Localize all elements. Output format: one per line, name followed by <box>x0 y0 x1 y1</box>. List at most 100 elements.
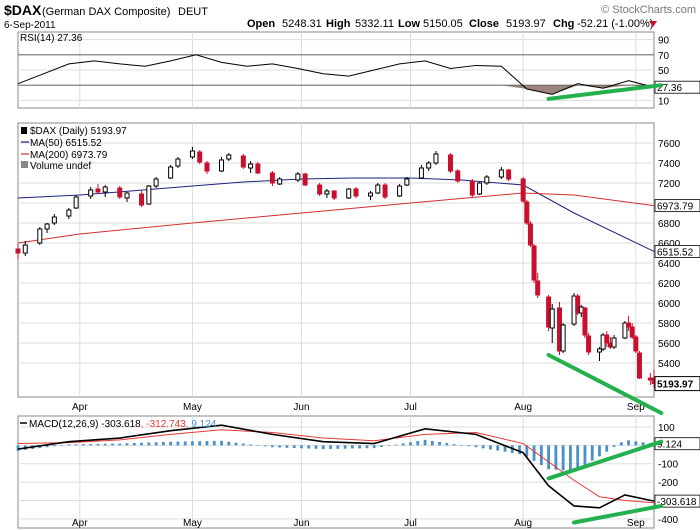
macd-histogram-bar <box>198 441 202 446</box>
candle-body <box>586 335 592 353</box>
candle-body <box>95 188 101 193</box>
macd-histogram-bar <box>489 445 492 450</box>
ma50-last-value: 6515.52 <box>657 247 694 258</box>
rsi-tick-label: 10 <box>658 96 670 107</box>
macd-legend-value: -303.618 <box>101 419 141 430</box>
candle-body <box>506 169 512 180</box>
macd-x-tick-label: Aug <box>514 518 532 529</box>
rsi-legend: RSI(14) 27.36 <box>20 33 83 44</box>
candle-body <box>88 189 94 197</box>
macd-histogram-bar <box>547 445 551 470</box>
macd-histogram-bar <box>329 445 332 449</box>
candle-body <box>240 155 246 168</box>
candle-body <box>549 308 555 329</box>
macd-tick-label: 100 <box>658 423 675 434</box>
macd-last-value: -303.618 <box>657 497 697 508</box>
candle-body <box>66 209 72 217</box>
macd-histogram-bar <box>307 445 311 449</box>
macd-legend: MACD(12,26,9) -303.618, -312.743, 9.124 <box>29 419 217 430</box>
macd-histogram-bar <box>125 443 129 446</box>
candle-body <box>531 245 537 281</box>
volume-legend: Volume undef <box>30 161 91 172</box>
high-label: High <box>326 18 351 30</box>
rsi-tick-label: 70 <box>658 51 670 62</box>
candle-body <box>331 190 337 199</box>
macd-x-tick-label: May <box>183 518 202 529</box>
candle-body <box>226 154 232 160</box>
macd-histogram-bar <box>474 445 478 448</box>
macd-x-tick-label: Apr <box>72 518 88 529</box>
macd-histogram-bar <box>191 441 194 446</box>
price-x-tick-label: Apr <box>72 402 88 413</box>
candle-body <box>498 169 504 178</box>
candle-body <box>277 178 283 185</box>
candle-body <box>469 180 475 196</box>
macd-frame <box>17 415 655 529</box>
macd-histogram-bar <box>249 444 252 446</box>
macd-histogram-bar <box>619 442 623 446</box>
macd-histogram-bar <box>147 442 151 446</box>
high-value: 5332.11 <box>355 18 394 30</box>
macd-histogram-bar <box>343 445 347 449</box>
candle-body <box>317 184 323 195</box>
candle-body <box>295 173 301 181</box>
macd-histogram-bar <box>176 441 180 446</box>
macd-histogram-bar <box>438 441 441 446</box>
rsi-tick-label: 90 <box>658 36 670 47</box>
price-tick-label: 7200 <box>658 179 681 190</box>
macd-histogram-bar <box>605 445 609 452</box>
macd-histogram-bar <box>89 444 93 446</box>
candle-body <box>582 307 588 336</box>
trendline-overlay <box>546 83 664 525</box>
price-trendline <box>546 353 664 415</box>
candle-body <box>353 188 359 197</box>
macd-histogram-bar <box>278 445 282 448</box>
price-panel: 7600740072007000680066006400620060005800… <box>15 122 700 413</box>
macd-histogram-bar <box>583 445 587 465</box>
candle-body <box>404 178 410 186</box>
rsi-line <box>17 54 655 95</box>
candle-body <box>368 192 374 197</box>
candle-body <box>15 248 21 254</box>
macd-histogram-bar <box>271 445 274 448</box>
macd-histogram-bar <box>561 445 565 471</box>
macd-histogram-bar <box>336 445 340 449</box>
macd-histogram-bar <box>634 441 638 446</box>
macd-line <box>17 424 655 509</box>
candle-body <box>447 154 453 172</box>
macd-histogram-bar <box>612 445 616 447</box>
macd-histogram-bar <box>423 439 427 446</box>
macd-histogram-bar <box>52 445 56 447</box>
macd-x-tick-label: Sep <box>627 518 645 529</box>
price-x-tick-label: May <box>183 402 202 413</box>
price-tick-label: 6800 <box>658 219 681 230</box>
close-badge: 5193.97 <box>657 380 694 391</box>
macd-tick-label: -100 <box>658 460 678 471</box>
price-x-tick-label: Jun <box>293 402 309 413</box>
macd-signal-line <box>17 429 655 504</box>
macd-histogram-bar <box>641 442 645 446</box>
symbol-label: $DAX <box>4 2 42 18</box>
ma200-line <box>17 192 655 244</box>
macd-histogram-bar <box>496 445 500 451</box>
macd-histogram-bar <box>205 441 209 446</box>
macd-histogram-bar <box>539 445 543 466</box>
candle-body <box>73 196 79 209</box>
candle-body <box>269 172 275 184</box>
candle-body <box>146 185 152 205</box>
candle-body <box>375 184 381 194</box>
macd-histogram-bar <box>409 442 412 446</box>
volume-legend-icon <box>21 161 28 168</box>
macd-histogram-bar <box>569 445 572 471</box>
change-label: Chg <box>553 18 574 30</box>
macd-histogram-bar <box>401 443 405 446</box>
macd-histogram-bar <box>554 445 558 470</box>
macd-histogram-bar <box>452 444 456 446</box>
close-value: 5193.97 <box>506 18 546 30</box>
candle-body <box>622 322 628 339</box>
candle-body <box>382 184 388 198</box>
low-value: 5150.05 <box>423 18 463 30</box>
candle-body <box>426 162 432 169</box>
macd-histogram-bar <box>445 443 449 446</box>
macd-histogram-bar <box>365 445 369 449</box>
